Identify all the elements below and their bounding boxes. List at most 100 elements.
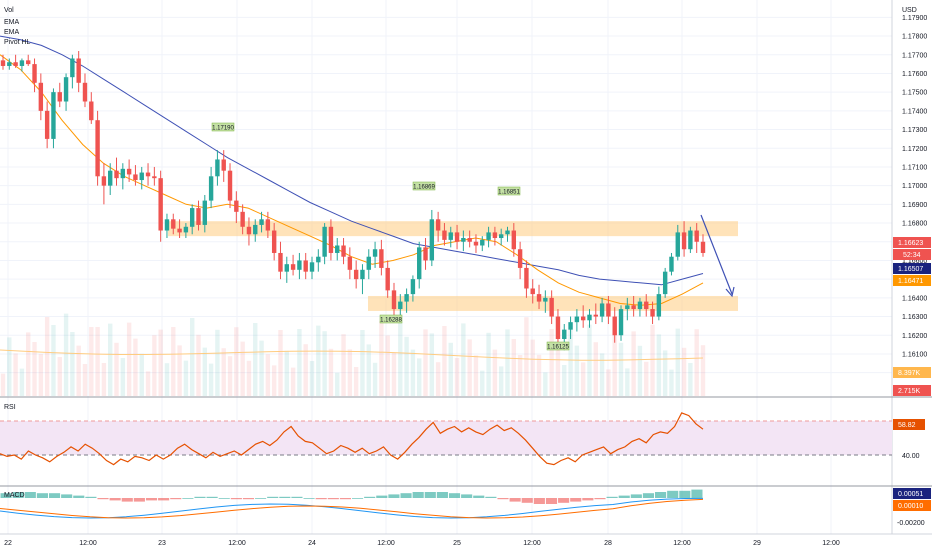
volume-bar (234, 327, 239, 396)
macd-hist-bar (12, 492, 24, 498)
candle-body (26, 60, 31, 65)
volume-bar (606, 369, 611, 396)
price-axis-label: 1.17700 (902, 52, 927, 59)
candle-body (423, 247, 428, 261)
candle-body (265, 219, 271, 231)
volume-bar (95, 327, 100, 396)
macd-hist-bar (206, 496, 218, 498)
macd-hist-bar (255, 498, 267, 499)
ema-slow-tag (893, 263, 931, 274)
volume-bar (177, 345, 182, 396)
candle-body (536, 294, 542, 302)
volume-bar (372, 362, 378, 396)
macd-hist-bar (352, 498, 364, 499)
volume-bar (486, 332, 491, 396)
price-axis-label: 1.17600 (902, 71, 927, 78)
macd-hist-bar (218, 498, 230, 499)
candle-body (669, 256, 674, 272)
ema-fast-text: 1.16471 (898, 278, 923, 285)
pivot-label-box (497, 186, 521, 196)
candle-body (625, 305, 630, 310)
candle-body (341, 245, 346, 257)
rsi-line (0, 412, 704, 466)
volume-bar (208, 363, 214, 396)
legend: Vol EMA EMA Pivot HL (4, 7, 31, 46)
candle-body (435, 219, 441, 231)
macd-hist-bar (642, 493, 655, 498)
rsi-pane: RSI 58.82 40.00 (0, 404, 925, 466)
macd-hist-bar (291, 496, 303, 498)
macd-hist-bar (400, 493, 412, 498)
candle-body (398, 301, 403, 310)
candle-body (612, 316, 617, 336)
volume-bar (328, 348, 334, 396)
ema-slow-text: 1.16507 (898, 266, 923, 273)
volume-bar (335, 372, 340, 396)
price-axis-label: 1.17200 (902, 146, 927, 153)
candle-body (656, 294, 662, 317)
macd-tag-1 (893, 488, 931, 499)
candle-body (555, 316, 561, 339)
candle-body (637, 301, 643, 310)
macd-hist-bar (97, 498, 109, 500)
price-zone (168, 221, 738, 237)
macd-hist-bar (473, 495, 485, 498)
candle-body (89, 101, 94, 121)
volume-bar (543, 372, 548, 396)
volume-bar (152, 335, 157, 396)
macd-hist-bar (327, 498, 339, 500)
volume-bar (303, 344, 308, 396)
time-axis-label: 12:00 (377, 540, 395, 547)
candle-body (76, 58, 81, 83)
macd-hist-bar (376, 495, 388, 498)
macd-hist-bar (279, 496, 291, 498)
candle-body (353, 269, 359, 280)
candle-body (0, 60, 6, 66)
candle-body (32, 64, 37, 83)
macd-tag-1-text: 0.00051 (898, 491, 923, 498)
candle-body (688, 230, 693, 250)
candle-body (644, 301, 649, 310)
candle-body (309, 262, 315, 272)
candle-body (511, 230, 517, 250)
volume-bar (139, 353, 144, 396)
volume-bar (536, 354, 542, 396)
volume-bar (44, 317, 50, 396)
candle-body (322, 226, 327, 257)
volume-bar (196, 334, 201, 396)
volume-bar (246, 360, 252, 396)
volume-bar (38, 354, 44, 396)
macd-hist-bar (133, 498, 145, 502)
macd-hist-bar (182, 498, 194, 499)
volume-bar (164, 363, 170, 396)
candle-body (259, 219, 264, 225)
volume-bar (360, 330, 365, 396)
time-axis[interactable]: 22 12:00 23 12:00 24 12:00 25 12:00 28 12:00 29 12:… (4, 540, 840, 547)
legend-pivot: Pivot HL (4, 39, 31, 46)
macd-tag-2 (893, 500, 931, 511)
candle-body (70, 58, 75, 78)
candle-body (580, 316, 586, 321)
volume-bar (688, 363, 693, 396)
macd-hist-bar (121, 498, 133, 502)
candle-body (498, 234, 504, 239)
candle-body (366, 256, 371, 270)
volume-bar (253, 323, 258, 396)
volume-bar (398, 320, 403, 396)
candle-body (562, 329, 567, 339)
price-axis[interactable]: 1.17900 1.17800 1.17700 1.17600 1.17500 1.174… (902, 15, 927, 377)
time-axis-label: 24 (308, 540, 316, 547)
volume-bar (656, 334, 662, 396)
volume-bar (309, 361, 315, 396)
volume-bar (644, 361, 649, 396)
volume-bar (498, 366, 504, 396)
macd-hist-bar (570, 498, 582, 502)
pivot-label: 1.16125 (547, 345, 569, 351)
volume-bar (549, 329, 554, 396)
macd-hist-bar (655, 492, 667, 498)
candle-body (335, 245, 340, 253)
candle-body (574, 316, 580, 323)
macd-hist-bar (594, 498, 606, 500)
candle-body (278, 252, 283, 272)
